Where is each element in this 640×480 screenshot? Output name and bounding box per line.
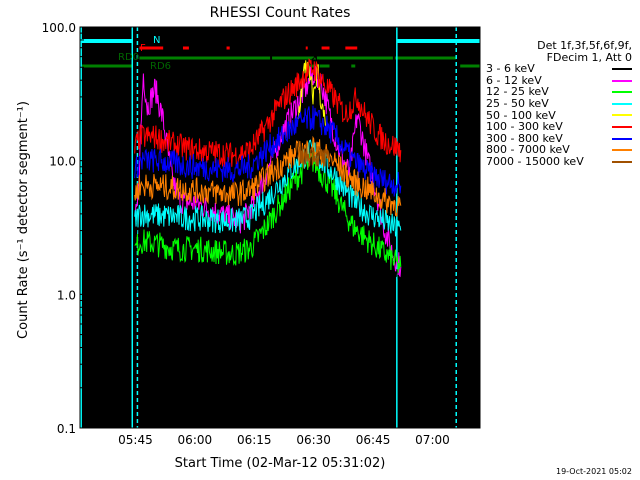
flag-bars <box>80 39 480 68</box>
y-tick-label: 10.0 <box>49 155 76 169</box>
legend-header-line-2: FDecim 1, Att 0 <box>546 50 632 64</box>
plot-frame <box>79 26 481 429</box>
series-line-6 <box>134 105 402 197</box>
legend-entry: 7000 - 15000 keV <box>486 156 632 168</box>
legend-entry-swatch <box>612 149 632 152</box>
legend-entry-swatch <box>612 125 632 128</box>
legend-entry: 50 - 100 keV <box>486 108 632 122</box>
series-line-3 <box>134 139 402 237</box>
legend-entry-swatch <box>612 79 632 82</box>
legend-header-line-1: Det 1f,3f,5f,6f,9f, <box>537 39 632 52</box>
axis-frame <box>79 26 481 429</box>
x-tick-label: 06:00 <box>178 433 213 447</box>
y-tick-label: 1.0 <box>57 288 76 302</box>
x-tick-label: 06:30 <box>296 433 331 447</box>
chart-title: RHESSI Count Rates <box>210 5 351 21</box>
x-axis-ticks: 05:45 06:00 06:15 06:30 06:45 07:00 <box>95 419 473 447</box>
legend-entry-label: 6 - 12 keV <box>486 73 542 87</box>
legend-entry-label: 12 - 25 keV <box>486 85 549 99</box>
legend-entry-swatch <box>612 114 632 117</box>
annotation-f: F <box>140 43 146 54</box>
y-axis-label: Count Rate (s⁻¹ detector segment⁻¹) <box>16 101 31 339</box>
legend-entries: 3 - 6 keV 6 - 12 keV 12 - 25 keV 25 - 50 ke… <box>486 63 632 167</box>
y-tick-label: 100.0 <box>42 21 76 35</box>
legend: Det 1f,3f,5f,6f,9f, FDecim 1, Att 0 3 - … <box>486 40 632 168</box>
legend-entry: 6 - 12 keV <box>486 75 632 87</box>
legend-entry-label: 50 - 100 keV <box>486 108 556 122</box>
series-line-8 <box>297 142 330 169</box>
x-tick-label: 06:15 <box>237 433 272 447</box>
y-axis-ticks: 0.1 1.0 10.0 100.0 <box>42 21 89 436</box>
legend-entry: 300 - 800 keV <box>486 133 632 145</box>
legend-entry: 12 - 25 keV <box>486 86 632 98</box>
series-line-7 <box>134 135 402 217</box>
legend-entry-swatch <box>612 67 632 70</box>
annotation-rd6: RD6 <box>150 61 171 72</box>
legend-entry-label: 3 - 6 keV <box>486 62 535 76</box>
legend-entry-label: 800 - 7000 keV <box>486 143 570 157</box>
x-tick-label: 07:00 <box>415 433 450 447</box>
annotation-rd0: RD0 <box>118 52 139 63</box>
legend-entry: 25 - 50 keV <box>486 98 632 110</box>
legend-entry-label: 300 - 800 keV <box>486 131 563 145</box>
footer-timestamp: 19-Oct-2021 05:02 <box>556 467 632 476</box>
x-axis-label: Start Time (02-Mar-12 05:31:02) <box>175 456 386 471</box>
x-tick-label: 05:45 <box>118 433 153 447</box>
legend-entry: 800 - 7000 keV <box>486 144 632 156</box>
annotation-n: N <box>153 35 160 46</box>
series-line-2 <box>134 151 402 273</box>
legend-entry-swatch <box>612 102 632 105</box>
x-tick-label: 06:45 <box>356 433 391 447</box>
y-tick-label: 0.1 <box>57 422 76 436</box>
series-lines <box>134 54 402 286</box>
legend-entry-swatch <box>612 160 632 163</box>
legend-entry-label: 100 - 300 keV <box>486 120 563 134</box>
series-line-5 <box>134 58 402 168</box>
legend-entry-swatch <box>612 137 632 140</box>
plot-area-background <box>80 27 480 428</box>
legend-entry: 3 - 6 keV <box>486 63 632 75</box>
legend-entry-label: 25 - 50 keV <box>486 96 549 110</box>
legend-entry-label: 7000 - 15000 keV <box>486 154 584 168</box>
annotations: RD0 RD6 FN <box>118 35 171 72</box>
legend-entry-swatch <box>612 91 632 94</box>
legend-entry: 100 - 300 keV <box>486 121 632 133</box>
